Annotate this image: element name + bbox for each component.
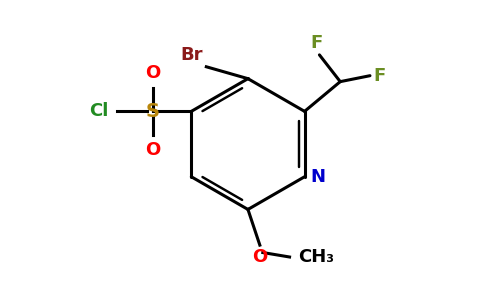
Text: N: N — [311, 168, 326, 186]
Text: S: S — [146, 102, 160, 121]
Text: F: F — [310, 34, 323, 52]
Text: CH₃: CH₃ — [299, 248, 334, 266]
Text: O: O — [145, 64, 160, 82]
Text: F: F — [373, 67, 385, 85]
Text: Br: Br — [181, 46, 203, 64]
Text: O: O — [145, 141, 160, 159]
Text: O: O — [252, 248, 268, 266]
Text: Cl: Cl — [89, 102, 108, 120]
